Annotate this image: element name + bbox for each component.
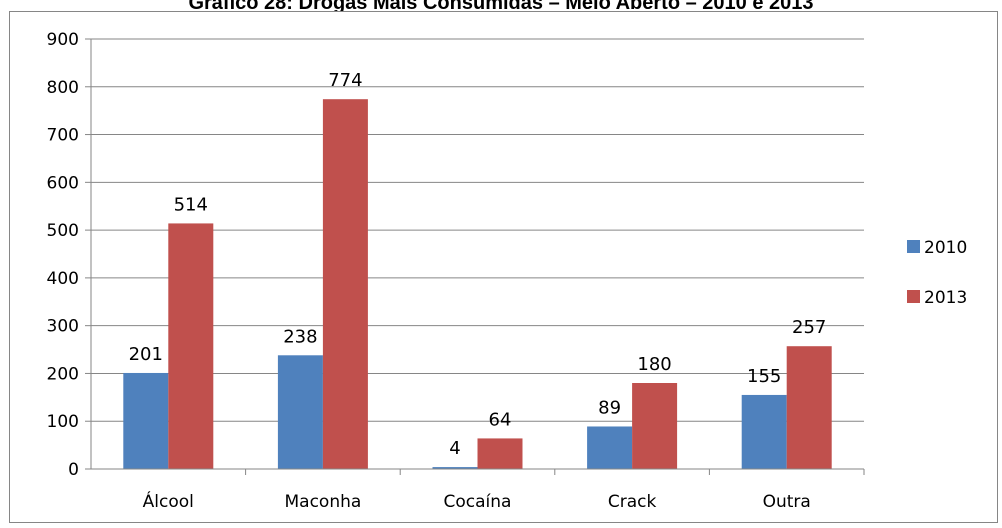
x-tick-label: Álcool xyxy=(143,490,194,512)
x-tick-label: Maconha xyxy=(284,492,361,512)
y-tick-label: 100 xyxy=(47,412,79,432)
data-labels: 201 514 238 774 4 64 89 180 155 257 xyxy=(129,70,827,459)
legend-label: 2010 xyxy=(924,238,967,258)
bar-2010-Outra xyxy=(741,394,787,469)
axes: 0 100 200 300 400 500 600 700 800 900 Álcool Maconh… xyxy=(47,30,865,512)
title-strip: Gráfico 28: Drogas Mais Consumidas – Mei… xyxy=(0,0,1002,14)
chart-title: Gráfico 28: Drogas Mais Consumidas – Mei… xyxy=(188,0,814,14)
y-tick-label: 200 xyxy=(47,364,79,384)
data-label: 89 xyxy=(598,397,621,418)
data-label: 514 xyxy=(174,194,208,215)
x-tick-label: Crack xyxy=(608,492,657,512)
bar-2010-Maconha xyxy=(277,355,323,469)
y-tick-label: 900 xyxy=(47,30,79,50)
y-tick-label: 800 xyxy=(47,78,79,98)
x-tick-label: Outra xyxy=(763,492,811,512)
bar-2010-Cocaína xyxy=(432,467,478,469)
bar-2010-Crack xyxy=(587,426,633,469)
data-label: 180 xyxy=(637,354,671,375)
data-label: 238 xyxy=(283,326,317,347)
legend-label: 2013 xyxy=(924,288,967,308)
bar-2010-Álcool xyxy=(123,372,169,469)
data-label: 155 xyxy=(747,366,781,387)
bars xyxy=(123,99,832,469)
y-tick-label: 300 xyxy=(47,317,79,337)
data-label: 257 xyxy=(792,317,826,338)
data-label: 4 xyxy=(449,438,460,459)
bar-2013-Crack xyxy=(632,383,678,469)
bar-2013-Cocaína xyxy=(477,438,523,469)
x-tick-label: Cocaína xyxy=(444,492,512,512)
y-tick-label: 600 xyxy=(47,173,79,193)
data-label: 774 xyxy=(328,70,362,91)
bar-2013-Outra xyxy=(786,346,832,469)
legend-swatch-2010 xyxy=(907,240,920,253)
y-tick-label: 700 xyxy=(47,126,79,146)
bar-2013-Maconha xyxy=(322,99,368,469)
legend-swatch-2013 xyxy=(907,290,920,303)
data-label: 201 xyxy=(129,344,163,365)
gridlines xyxy=(91,38,864,422)
y-tick-label: 0 xyxy=(68,460,79,480)
y-tick-label: 400 xyxy=(47,269,79,289)
data-label: 64 xyxy=(489,409,512,430)
bar-2013-Álcool xyxy=(168,223,214,469)
legend: 2010 2013 xyxy=(907,238,967,308)
y-tick-label: 500 xyxy=(47,221,79,241)
